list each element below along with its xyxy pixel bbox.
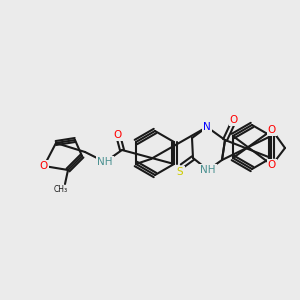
Text: N: N <box>203 122 211 132</box>
Text: O: O <box>268 160 276 170</box>
Text: NH: NH <box>200 165 216 175</box>
Text: O: O <box>114 130 122 140</box>
Text: O: O <box>230 115 238 125</box>
Text: O: O <box>268 125 276 135</box>
Text: CH₃: CH₃ <box>54 185 68 194</box>
Text: NH: NH <box>97 157 113 167</box>
Text: S: S <box>177 167 183 177</box>
Text: O: O <box>40 161 48 171</box>
